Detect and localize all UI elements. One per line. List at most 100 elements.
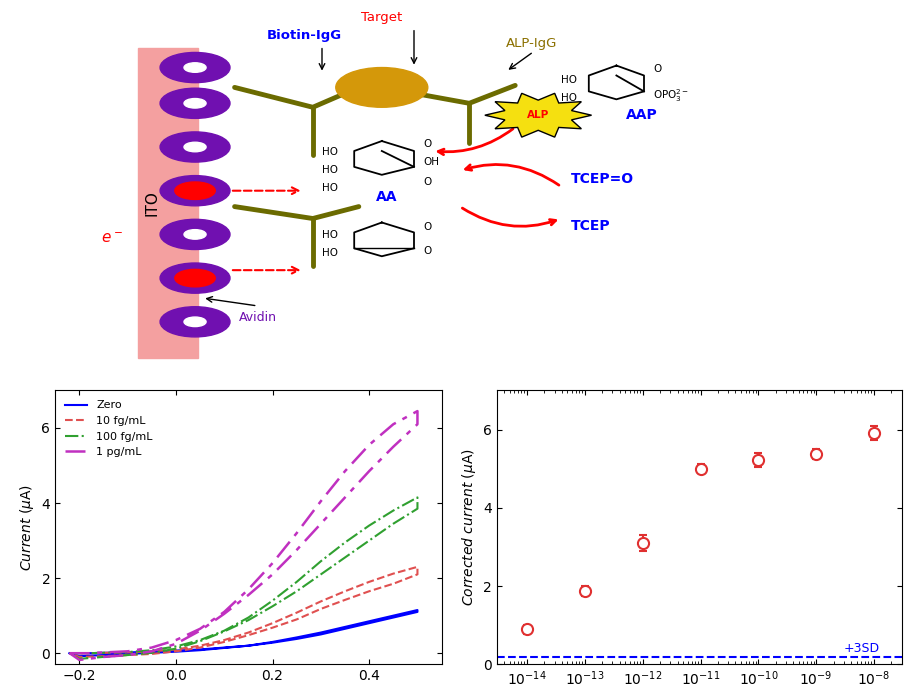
100 fg/mL — [388, 506, 399, 514]
Zero — [64, 649, 75, 658]
Text: Avidin: Avidin — [239, 312, 277, 324]
10 fg/mL — [339, 587, 350, 595]
10 fg/mL — [315, 605, 326, 613]
1 pg/mL — [412, 407, 423, 415]
10 fg/mL — [195, 642, 206, 650]
Zero — [84, 649, 95, 658]
1 pg/mL — [315, 497, 326, 506]
100 fg/mL — [146, 646, 157, 654]
10 fg/mL — [122, 651, 133, 659]
Zero — [195, 646, 206, 654]
Circle shape — [184, 186, 206, 195]
10 fg/mL — [219, 636, 230, 644]
100 fg/mL — [219, 627, 230, 636]
1 pg/mL — [170, 640, 181, 648]
Circle shape — [160, 53, 230, 83]
1 pg/mL — [412, 420, 423, 428]
Zero — [290, 635, 301, 643]
1 pg/mL — [290, 546, 301, 554]
Zero — [170, 647, 181, 656]
10 fg/mL — [243, 628, 254, 636]
Circle shape — [160, 307, 230, 337]
1 pg/mL — [97, 653, 109, 661]
1 pg/mL — [388, 443, 399, 451]
1 pg/mL — [267, 570, 278, 578]
10 fg/mL — [64, 649, 75, 658]
Line: 100 fg/mL: 100 fg/mL — [70, 497, 417, 659]
1 pg/mL — [339, 467, 350, 475]
100 fg/mL — [243, 616, 254, 624]
Polygon shape — [484, 93, 591, 137]
1 pg/mL — [170, 636, 181, 644]
Zero — [219, 643, 230, 651]
10 fg/mL — [146, 650, 157, 658]
100 fg/mL — [146, 649, 157, 657]
1 pg/mL — [243, 591, 254, 599]
10 fg/mL — [315, 597, 326, 606]
1 pg/mL — [219, 608, 230, 616]
Zero — [388, 614, 399, 622]
10 fg/mL — [146, 647, 157, 656]
1 pg/mL — [315, 520, 326, 528]
Circle shape — [160, 88, 230, 119]
Zero — [267, 638, 278, 646]
Text: O: O — [652, 64, 661, 73]
Text: HO: HO — [322, 248, 337, 258]
Text: +3SD: +3SD — [843, 642, 879, 655]
Line: Zero: Zero — [70, 610, 417, 656]
1 pg/mL — [219, 610, 230, 618]
1 pg/mL — [388, 420, 399, 428]
Circle shape — [160, 132, 230, 162]
1 pg/mL — [122, 647, 133, 656]
Text: OPO$_3^{2-}$: OPO$_3^{2-}$ — [652, 88, 688, 104]
Zero — [195, 645, 206, 653]
Text: Target: Target — [361, 12, 402, 25]
10 fg/mL — [219, 638, 230, 646]
10 fg/mL — [388, 580, 399, 588]
10 fg/mL — [74, 653, 85, 661]
Legend: Zero, 10 fg/mL, 100 fg/mL, 1 pg/mL: Zero, 10 fg/mL, 100 fg/mL, 1 pg/mL — [61, 396, 157, 462]
1 pg/mL — [243, 585, 254, 593]
Text: HO: HO — [322, 165, 337, 175]
1 pg/mL — [195, 625, 206, 633]
Text: $e^-$: $e^-$ — [101, 231, 123, 246]
Line: 10 fg/mL: 10 fg/mL — [70, 567, 417, 657]
10 fg/mL — [97, 652, 109, 660]
100 fg/mL — [290, 577, 301, 586]
10 fg/mL — [363, 587, 374, 595]
10 fg/mL — [363, 577, 374, 586]
10 fg/mL — [388, 569, 399, 577]
Zero — [97, 651, 109, 659]
Text: Biotin-IgG: Biotin-IgG — [267, 29, 342, 42]
10 fg/mL — [290, 608, 301, 616]
Text: HO: HO — [322, 183, 337, 192]
Circle shape — [184, 229, 206, 239]
100 fg/mL — [243, 614, 254, 622]
10 fg/mL — [170, 645, 181, 653]
Text: AA: AA — [375, 190, 397, 203]
Zero — [243, 642, 254, 650]
1 pg/mL — [267, 559, 278, 567]
100 fg/mL — [122, 651, 133, 659]
1 pg/mL — [64, 649, 75, 658]
10 fg/mL — [267, 623, 278, 632]
100 fg/mL — [290, 587, 301, 595]
Zero — [339, 625, 350, 633]
Circle shape — [160, 219, 230, 249]
10 fg/mL — [195, 643, 206, 651]
100 fg/mL — [170, 645, 181, 653]
100 fg/mL — [74, 655, 85, 663]
1 pg/mL — [290, 529, 301, 537]
1 pg/mL — [363, 440, 374, 449]
1 pg/mL — [84, 649, 95, 658]
Circle shape — [335, 68, 427, 108]
Y-axis label: $Current$ ($\mu$A): $Current$ ($\mu$A) — [17, 484, 36, 571]
Zero — [64, 649, 75, 658]
Zero — [267, 638, 278, 647]
Text: HO: HO — [322, 147, 337, 157]
10 fg/mL — [243, 631, 254, 639]
Text: O: O — [423, 177, 431, 187]
Zero — [363, 617, 374, 625]
100 fg/mL — [412, 505, 423, 513]
Zero — [243, 642, 254, 650]
